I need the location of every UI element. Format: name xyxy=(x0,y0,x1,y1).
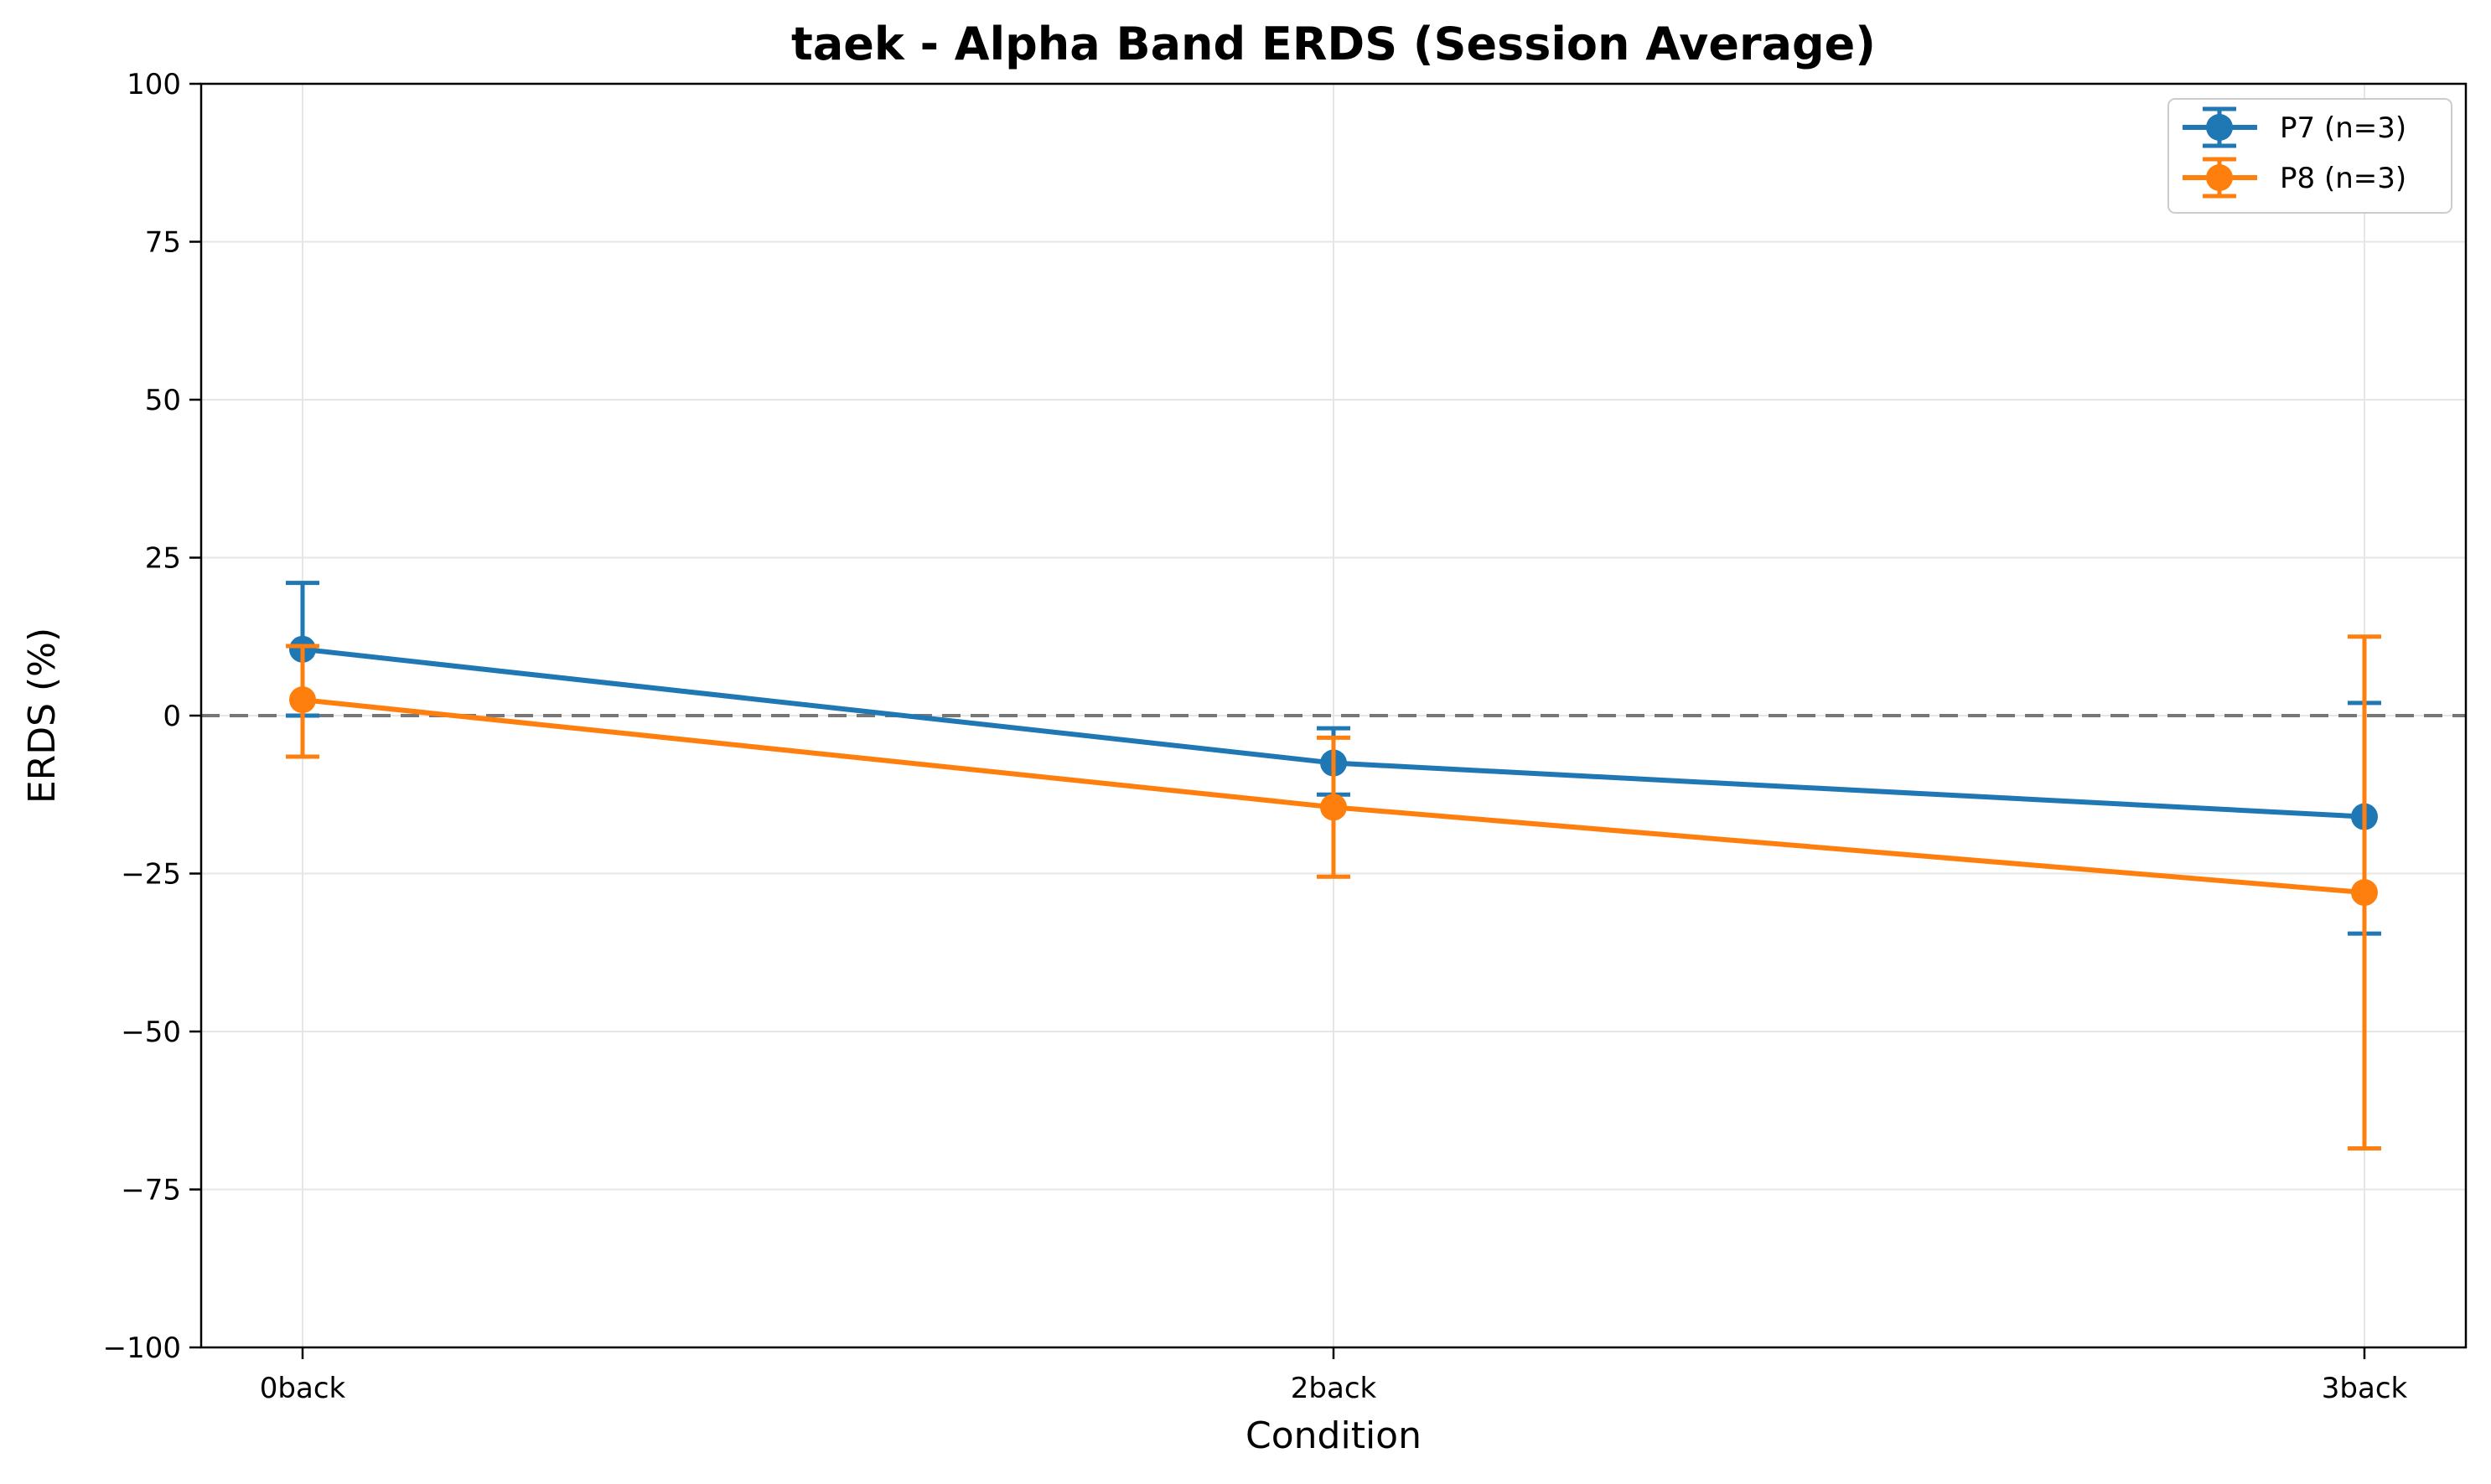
x-tick-label: 3back xyxy=(2322,1372,2408,1405)
y-tick-label: −25 xyxy=(121,858,181,892)
chart-title: taek - Alpha Band ERDS (Session Average) xyxy=(791,18,1876,70)
y-tick-label: 25 xyxy=(145,542,181,576)
data-point xyxy=(289,686,316,714)
legend: P7 (n=3) P8 (n=3) xyxy=(2167,98,2452,214)
series-2 xyxy=(286,634,2381,1150)
x-tick-label: 2back xyxy=(1291,1372,1377,1405)
legend-marker xyxy=(2206,114,2233,141)
data-point xyxy=(1320,794,1347,821)
y-tick-label: 75 xyxy=(145,226,181,260)
data-point xyxy=(2351,879,2378,907)
x-axis-label: Condition xyxy=(1246,1414,1422,1457)
series-layer xyxy=(286,581,2381,1150)
y-tick-label: −75 xyxy=(121,1174,181,1207)
legend-label: P7 (n=3) xyxy=(2280,111,2406,145)
y-tick-label: 50 xyxy=(145,384,181,417)
legend-label: P8 (n=3) xyxy=(2280,162,2406,195)
y-tick-label: −100 xyxy=(103,1331,181,1365)
legend-marker xyxy=(2206,164,2233,191)
y-tick-label: 0 xyxy=(163,700,181,733)
y-tick-label: −50 xyxy=(121,1016,181,1049)
y-tick-label: 100 xyxy=(127,68,181,101)
y-axis-label: ERDS (%) xyxy=(21,628,64,804)
axes: 100 75 50 25 0 −25 −50 −75 −100 0back 2back 3back xyxy=(103,68,2408,1405)
x-tick-label: 0back xyxy=(260,1372,346,1405)
